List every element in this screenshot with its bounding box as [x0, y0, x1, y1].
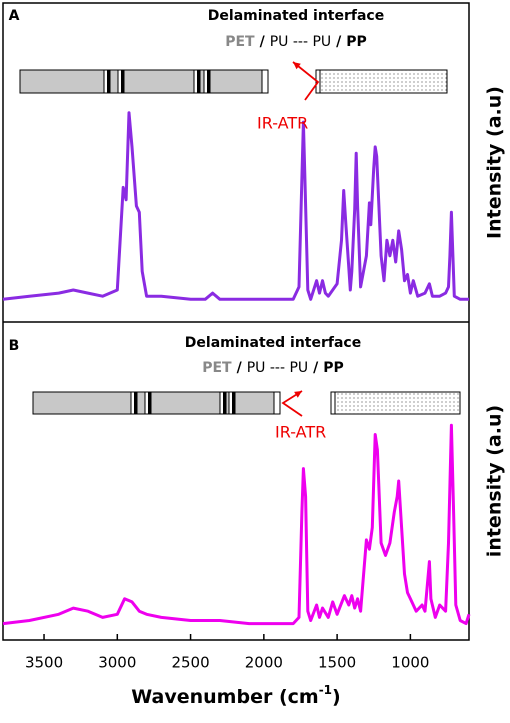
- x-tick-label: 1500: [318, 654, 356, 672]
- x-tick-label: 3000: [98, 654, 136, 672]
- x-tick-label: 2000: [245, 654, 283, 672]
- y-axis-label: intensity (a.u): [484, 405, 506, 557]
- layer-name: PET: [225, 34, 255, 50]
- pet-layer: [32, 391, 281, 415]
- spectrum-line: [2, 423, 471, 626]
- layer-name: /: [237, 360, 243, 376]
- arrow-label: IR-ATR: [257, 114, 308, 133]
- x-tick-label: 2500: [171, 654, 209, 672]
- x-axis-label-sup: -1: [319, 683, 332, 697]
- ir-arrow: [281, 390, 303, 417]
- layer-name: /: [313, 360, 319, 376]
- stripe-dark: [207, 70, 210, 93]
- pu-layer: [261, 69, 269, 94]
- annotation-title: Delaminated interface: [185, 335, 361, 351]
- layer-name: /: [260, 34, 266, 50]
- annotation-title: Delaminated interface: [208, 8, 384, 24]
- stripe-dark: [134, 392, 137, 414]
- stripe-dark: [107, 70, 110, 93]
- stripe-dark: [148, 392, 151, 414]
- layer-stack: PET / PU --- PU / PP: [225, 34, 367, 50]
- stripe-dark: [197, 70, 200, 93]
- panel-label: B: [9, 338, 20, 354]
- layer-stack: PET / PU --- PU / PP: [202, 360, 344, 376]
- x-tick-label: 3500: [25, 654, 63, 672]
- arrow-head: [293, 62, 301, 70]
- stripe-dark: [121, 70, 124, 93]
- pu-layer: [273, 391, 281, 415]
- layer-name: PU --- PU: [270, 34, 331, 50]
- arrow-head: [294, 391, 302, 398]
- x-tick-label: 1000: [391, 654, 429, 672]
- layer-name: /: [336, 34, 342, 50]
- x-axis-label-text: Wavenumber (cm: [131, 686, 318, 708]
- layer-name: PP: [346, 34, 367, 50]
- pp-layer: [330, 391, 461, 415]
- x-axis-label: Wavenumber (cm-1): [131, 683, 340, 708]
- pet-layer: [19, 69, 269, 94]
- panel-label: A: [9, 8, 20, 24]
- arrow-label: IR-ATR: [275, 423, 326, 442]
- layer-name: PU --- PU: [247, 360, 308, 376]
- x-axis-label-close: ): [332, 686, 341, 708]
- stripe-dark: [232, 392, 235, 414]
- y-axis-label: Intensity (a.u): [484, 86, 506, 239]
- ir-arrow: [292, 61, 320, 101]
- stripe-dark: [223, 392, 226, 414]
- pp-layer: [315, 69, 448, 94]
- layer-name: PP: [323, 360, 344, 376]
- pu-layer: [330, 391, 336, 415]
- layer-name: PET: [202, 360, 232, 376]
- spectrum-line: [2, 111, 469, 301]
